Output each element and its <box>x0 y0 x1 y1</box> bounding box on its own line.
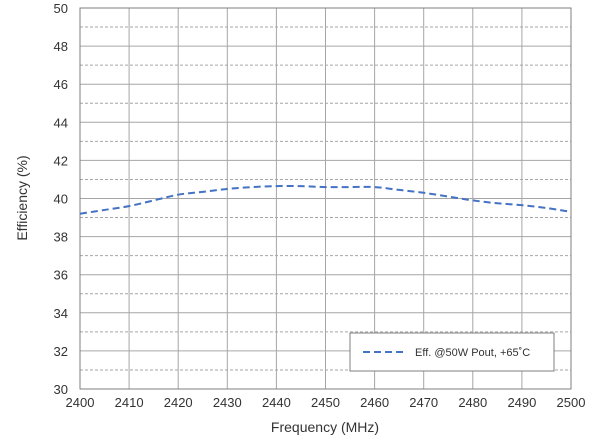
x-tick-label: 2430 <box>213 395 242 410</box>
y-tick-label: 46 <box>54 77 68 92</box>
x-axis-title: Frequency (MHz) <box>271 419 379 435</box>
y-tick-label: 32 <box>54 344 68 359</box>
x-tick-label: 2470 <box>409 395 438 410</box>
y-tick-label: 30 <box>54 382 68 397</box>
series-line <box>79 185 572 215</box>
y-tick-label: 34 <box>54 306 68 321</box>
legend: Eff. @50W Pout, +65˚C <box>349 332 555 372</box>
y-tick-label: 42 <box>54 153 68 168</box>
x-tick-label: 2400 <box>66 395 95 410</box>
legend-label: Eff. @50W Pout, +65˚C <box>415 347 530 359</box>
x-tick-label: 2420 <box>164 395 193 410</box>
x-tick-label: 2480 <box>458 395 487 410</box>
x-tick-label: 2500 <box>557 395 586 410</box>
x-tick-label: 2410 <box>115 395 144 410</box>
y-tick-label: 48 <box>54 39 68 54</box>
legend-box <box>349 332 555 372</box>
x-tick-label: 2450 <box>311 395 340 410</box>
x-tick-labels: 2400 2410 2420 2430 2440 2450 2460 2470 2480 2490… <box>66 395 586 410</box>
y-tick-label: 50 <box>54 1 68 16</box>
y-tick-label: 40 <box>54 192 68 207</box>
x-tick-label: 2490 <box>507 395 536 410</box>
x-tick-label: 2440 <box>262 395 291 410</box>
x-tick-label: 2460 <box>360 395 389 410</box>
y-tick-label: 44 <box>54 115 68 130</box>
y-tick-label: 38 <box>54 230 68 245</box>
y-tick-label: 36 <box>54 268 68 283</box>
plot-border <box>79 7 572 390</box>
series-group <box>79 185 572 215</box>
y-tick-labels: 30 32 34 36 38 40 42 44 46 48 50 <box>54 1 68 397</box>
y-axis-title: Efficiency (%) <box>14 155 30 240</box>
